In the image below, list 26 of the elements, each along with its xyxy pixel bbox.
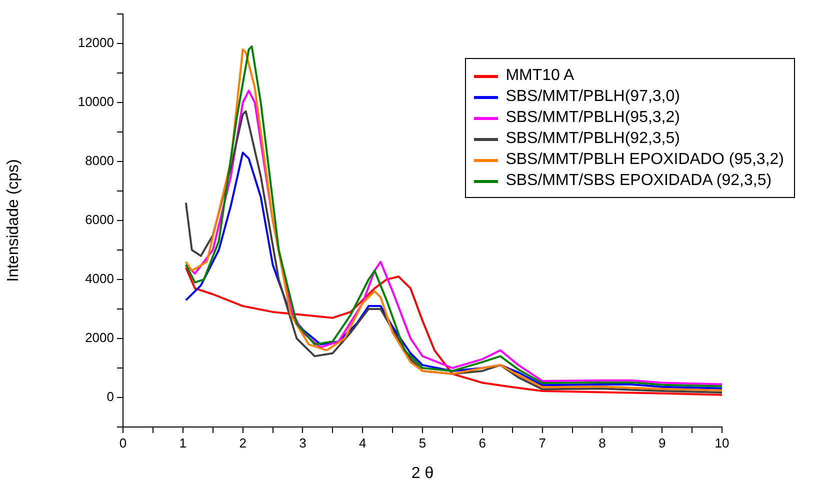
y-tick-label: 6000: [85, 212, 114, 228]
x-tick-label: 0: [119, 435, 127, 450]
x-tick-label: 5: [418, 435, 426, 450]
legend-label: SBS/MMT/PBLH EPOXIDADO (95,3,2): [506, 150, 784, 170]
y-tick-label: 8000: [85, 153, 114, 168]
y-tick-label: 2000: [85, 330, 114, 346]
x-tick-label: 1: [179, 435, 187, 450]
y-tick-label: 0: [106, 389, 114, 404]
y-axis-title: Intensidade (cps): [5, 159, 22, 282]
x-tick-label: 2: [239, 435, 246, 450]
y-tick-label: 12000: [78, 35, 114, 50]
x-tick-label: 8: [598, 435, 606, 450]
legend-label: SBS/MMT/PBLH(95,3,2): [506, 108, 681, 128]
x-tick-label: 4: [358, 435, 366, 450]
x-tick-label: 9: [658, 435, 666, 450]
legend-label: MMT10 A: [506, 66, 576, 86]
y-tick-label: 10000: [78, 94, 114, 110]
x-axis-title: 2 θ: [411, 464, 434, 482]
y-tick-label: 4000: [85, 271, 114, 286]
x-tick-label: 3: [299, 435, 306, 450]
legend-label: SBS/MMT/SBS EPOXIDADA (92,3,5): [506, 171, 773, 191]
x-tick-label: 7: [538, 435, 546, 450]
x-tick-label: 10: [714, 435, 730, 450]
legend-label: SBS/MMT/PBLH(92,3,5): [506, 129, 681, 149]
x-tick-label: 6: [478, 435, 486, 450]
legend-label: SBS/MMT/PBLH(97,3,0): [506, 87, 681, 107]
